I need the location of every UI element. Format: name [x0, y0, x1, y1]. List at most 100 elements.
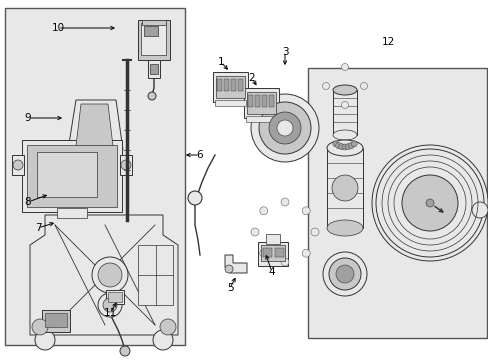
Bar — [224, 79, 228, 91]
Circle shape — [103, 298, 117, 312]
Circle shape — [120, 346, 130, 356]
Text: 1: 1 — [217, 57, 224, 67]
Circle shape — [281, 258, 288, 266]
Bar — [261, 245, 285, 261]
Circle shape — [302, 249, 309, 257]
Ellipse shape — [326, 140, 362, 156]
Bar — [263, 248, 271, 257]
Circle shape — [98, 293, 122, 317]
Ellipse shape — [326, 220, 362, 236]
Circle shape — [281, 198, 288, 206]
Bar — [217, 79, 222, 91]
Bar — [230, 79, 236, 91]
Bar — [150, 64, 158, 74]
Circle shape — [335, 143, 341, 149]
Bar — [22, 140, 122, 212]
Bar — [307, 68, 486, 338]
Bar — [213, 72, 247, 102]
Text: 8: 8 — [24, 197, 31, 207]
Circle shape — [345, 144, 350, 150]
Circle shape — [341, 63, 348, 71]
Circle shape — [32, 319, 48, 335]
Bar — [254, 95, 260, 107]
Circle shape — [187, 191, 202, 205]
Circle shape — [250, 228, 259, 236]
Circle shape — [259, 207, 267, 215]
Circle shape — [338, 144, 344, 150]
Bar — [274, 248, 284, 257]
Ellipse shape — [332, 85, 356, 95]
Bar — [215, 100, 245, 106]
Circle shape — [259, 249, 267, 257]
Bar — [148, 60, 160, 78]
Text: 9: 9 — [24, 113, 31, 123]
Circle shape — [341, 144, 347, 150]
Circle shape — [341, 102, 348, 108]
Circle shape — [328, 258, 360, 290]
Bar — [106, 290, 124, 304]
Bar — [12, 155, 24, 175]
Polygon shape — [224, 255, 246, 273]
Circle shape — [322, 82, 329, 90]
Circle shape — [121, 160, 131, 170]
Text: 12: 12 — [381, 37, 394, 47]
Text: 10: 10 — [51, 23, 64, 33]
Bar — [120, 155, 132, 175]
Bar — [247, 95, 252, 107]
Bar — [45, 313, 67, 327]
Bar — [326, 148, 362, 228]
Circle shape — [350, 141, 356, 147]
Circle shape — [360, 82, 367, 90]
Circle shape — [153, 330, 173, 350]
Circle shape — [98, 263, 122, 287]
Circle shape — [471, 202, 487, 218]
Bar — [265, 234, 280, 244]
Polygon shape — [30, 215, 178, 335]
Bar — [332, 90, 356, 135]
Circle shape — [160, 319, 176, 335]
Circle shape — [259, 102, 310, 154]
Circle shape — [401, 175, 457, 231]
Bar — [37, 152, 97, 197]
Bar — [138, 20, 170, 60]
Circle shape — [250, 94, 318, 162]
Circle shape — [371, 145, 487, 261]
Bar — [244, 88, 279, 118]
Text: 4: 4 — [268, 267, 275, 277]
Bar — [216, 76, 244, 98]
Circle shape — [347, 143, 354, 149]
Circle shape — [35, 330, 55, 350]
Bar — [238, 79, 243, 91]
Circle shape — [302, 207, 309, 215]
Bar — [245, 116, 276, 122]
Bar — [57, 208, 87, 218]
Bar — [262, 95, 266, 107]
Bar — [246, 92, 275, 114]
Bar — [143, 26, 158, 36]
Circle shape — [425, 199, 433, 207]
Circle shape — [332, 141, 338, 147]
Polygon shape — [68, 100, 123, 150]
Circle shape — [92, 257, 128, 293]
Circle shape — [13, 160, 23, 170]
Circle shape — [310, 228, 318, 236]
Text: 6: 6 — [196, 150, 203, 160]
Text: 5: 5 — [226, 283, 233, 293]
Circle shape — [331, 175, 357, 201]
Bar — [108, 292, 122, 302]
Text: 3: 3 — [281, 47, 288, 57]
Bar — [42, 310, 70, 332]
Circle shape — [268, 112, 301, 144]
Text: 2: 2 — [248, 73, 255, 83]
Circle shape — [148, 92, 156, 100]
Circle shape — [323, 252, 366, 296]
Bar — [27, 145, 117, 207]
Ellipse shape — [332, 130, 356, 140]
Bar — [258, 242, 287, 266]
Polygon shape — [142, 20, 165, 25]
Circle shape — [335, 265, 353, 283]
Circle shape — [224, 265, 232, 273]
Bar — [268, 95, 273, 107]
Polygon shape — [76, 104, 113, 146]
Bar — [138, 245, 173, 305]
